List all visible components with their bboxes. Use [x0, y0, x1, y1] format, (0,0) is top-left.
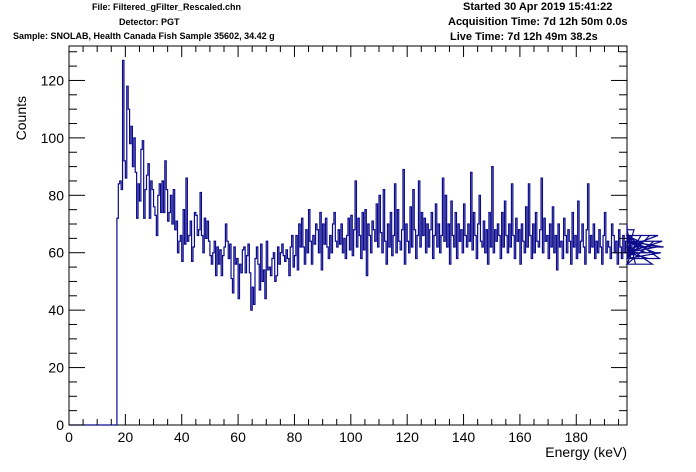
y-axis-tick-labels: 0 20 40 60 80 100 120	[41, 72, 65, 433]
x-tick-label: 120	[396, 429, 420, 445]
y-tick-label: 100	[41, 130, 65, 146]
y-tick-label: 20	[48, 360, 64, 376]
x-tick-label: 20	[118, 429, 134, 445]
y-tick-label: 40	[48, 302, 64, 318]
x-tick-label: 140	[452, 429, 476, 445]
x-tick-label: 180	[565, 429, 589, 445]
y-tick-label: 0	[56, 417, 64, 433]
file-name: File: Filtered_gFilter_Rescaled.chn	[92, 2, 242, 12]
x-tick-label: 0	[65, 429, 73, 445]
x-tick-label: 40	[174, 429, 190, 445]
acquisition-time: Acquisition Time: 7d 12h 50m 0.0s	[448, 16, 628, 28]
y-axis-ticks	[69, 51, 627, 426]
x-axis-title: Energy (keV)	[545, 444, 627, 460]
x-axis-ticks	[68, 46, 620, 425]
live-time: Live Time: 7d 12h 49m 38.2s	[450, 31, 598, 43]
x-tick-label: 80	[287, 429, 303, 445]
y-tick-label: 120	[41, 72, 65, 88]
x-tick-label: 60	[230, 429, 246, 445]
y-tick-label: 80	[48, 187, 64, 203]
y-axis-title: Counts	[13, 96, 29, 140]
x-axis-tick-labels: 0 20 40 60 80 100 120 140 160 180	[65, 429, 588, 445]
y-tick-label: 60	[48, 245, 64, 261]
detector-label: Detector: PGT	[119, 17, 180, 27]
spectrum-series-line	[69, 59, 664, 426]
x-tick-label: 160	[508, 429, 532, 445]
start-time: Started 30 Apr 2019 15:41:22	[463, 1, 613, 13]
x-tick-label: 100	[339, 429, 363, 445]
sample-label: Sample: SNOLAB, Health Canada Fish Sampl…	[13, 31, 275, 41]
